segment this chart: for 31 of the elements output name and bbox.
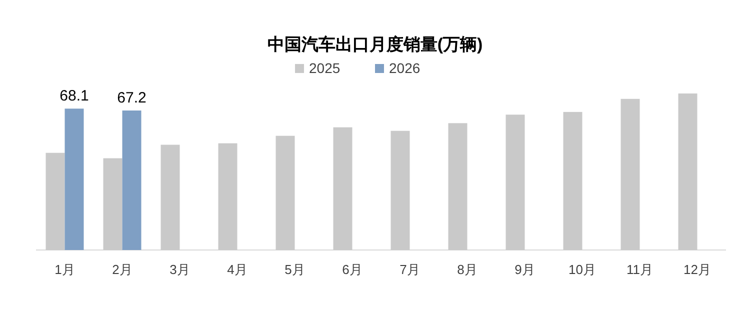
bar <box>276 136 295 250</box>
x-tick-label: 6月 <box>342 262 362 277</box>
x-tick-label: 3月 <box>170 262 190 277</box>
data-label: 67.2 <box>117 90 146 106</box>
x-tick-label: 1月 <box>54 262 75 277</box>
x-tick-label: 11月 <box>626 262 653 277</box>
legend-label: 2025 <box>309 60 340 76</box>
bar <box>620 98 640 250</box>
x-tick-label: 8月 <box>457 262 478 277</box>
x-tick-label: 10月 <box>568 262 596 277</box>
bar <box>46 152 65 250</box>
bar <box>390 130 410 250</box>
bar <box>103 158 122 250</box>
x-tick-label: 5月 <box>284 262 305 277</box>
bar <box>160 144 180 250</box>
bar <box>678 93 698 250</box>
bar <box>563 112 582 250</box>
legend-label: 2026 <box>389 60 420 76</box>
x-tick-label: 2月 <box>112 262 132 277</box>
bar <box>506 114 525 250</box>
x-tick-label: 12月 <box>684 262 711 277</box>
bar <box>448 123 468 250</box>
bar <box>333 127 352 250</box>
chart-title: 中国汽车出口月度销量(万辆) <box>267 35 483 54</box>
bar <box>218 143 238 250</box>
x-tick-label: 7月 <box>400 262 420 277</box>
data-label: 68.1 <box>60 88 89 105</box>
bar <box>64 108 84 250</box>
x-tick-label: 9月 <box>514 262 535 277</box>
bar <box>122 110 142 250</box>
x-tick-label: 4月 <box>227 262 248 277</box>
